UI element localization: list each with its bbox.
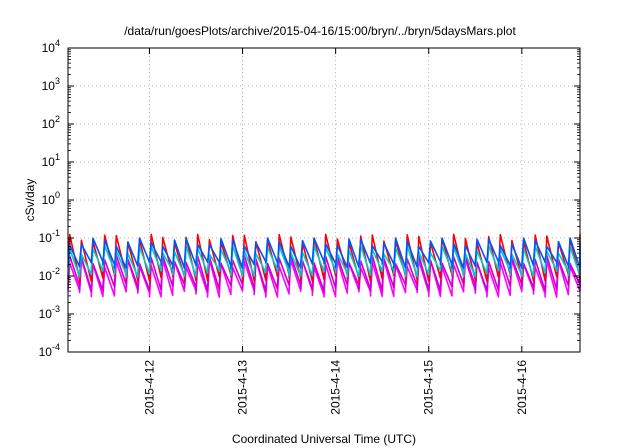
- chart-title: /data/run/goesPlots/archive/2015-04-16/1…: [124, 24, 516, 38]
- grid: [68, 48, 580, 352]
- x-tick-label: 2015-4-12: [142, 360, 156, 415]
- x-tick-label: 2015-4-16: [515, 360, 529, 415]
- x-axis-label: Coordinated Universal Time (UTC): [232, 432, 416, 446]
- x-axis: 2015-4-12 2015-4-13 2015-4-14 2015-4-15 2015…: [142, 48, 529, 415]
- y-tick-label: 10-2: [39, 266, 60, 283]
- y-tick-label: 104: [42, 38, 60, 55]
- y-tick-label: 100: [42, 190, 60, 207]
- x-tick-label: 2015-4-13: [236, 360, 250, 415]
- y-axis: 10-4 10-3 10-2 10-1 100 101 102 103 104: [39, 38, 580, 359]
- y-tick-label: 10-4: [39, 342, 60, 359]
- y-tick-label: 10-1: [39, 228, 60, 245]
- series-group: [67, 233, 581, 298]
- x-tick-label: 2015-4-15: [422, 360, 436, 415]
- x-tick-label: 2015-4-14: [329, 360, 343, 415]
- y-tick-label: 102: [42, 114, 60, 131]
- y-tick-label: 101: [42, 152, 60, 169]
- y-tick-label: 103: [42, 76, 60, 93]
- y-tick-label: 10-3: [39, 304, 60, 321]
- y-axis-label: cSv/day: [23, 179, 37, 222]
- series-line: [67, 237, 581, 269]
